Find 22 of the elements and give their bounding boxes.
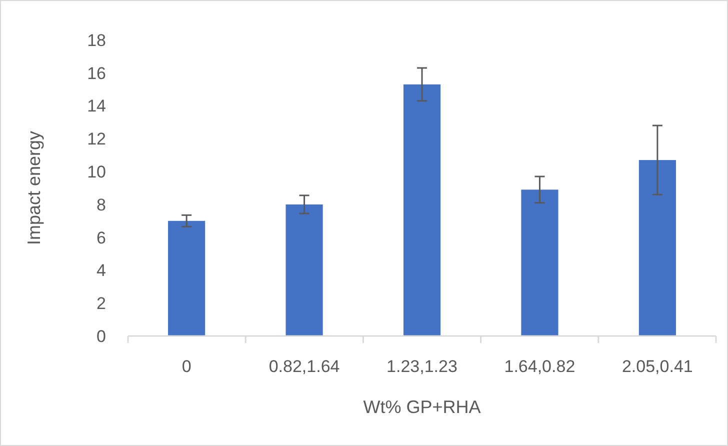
y-tick-label: 16 — [87, 64, 106, 83]
y-tick-label: 12 — [87, 130, 106, 149]
bar — [168, 220, 206, 336]
x-tick-label: 0.82,1.64 — [268, 357, 340, 376]
bar — [403, 84, 441, 336]
x-tick-label: 0 — [182, 357, 192, 376]
y-tick-label: 0 — [96, 326, 106, 346]
y-tick-label: 18 — [87, 30, 106, 50]
x-tick-label: 1.23,1.23 — [386, 357, 458, 376]
y-tick-label: 4 — [96, 261, 106, 280]
y-axis-title: Impact energy — [24, 130, 44, 246]
y-tick-label: 10 — [87, 162, 106, 182]
y-tick-label: 14 — [87, 96, 106, 116]
x-tick-label: 1.64,0.82 — [504, 357, 576, 376]
y-tick-label: 2 — [96, 294, 106, 314]
x-tick-label: 2.05,0.41 — [622, 357, 693, 376]
bar — [638, 160, 676, 336]
bar — [286, 204, 323, 336]
x-axis-title: Wt% GP+RHA — [363, 397, 481, 417]
bar — [521, 190, 558, 336]
y-tick-label: 8 — [96, 195, 106, 214]
y-tick-label: 6 — [96, 228, 106, 248]
